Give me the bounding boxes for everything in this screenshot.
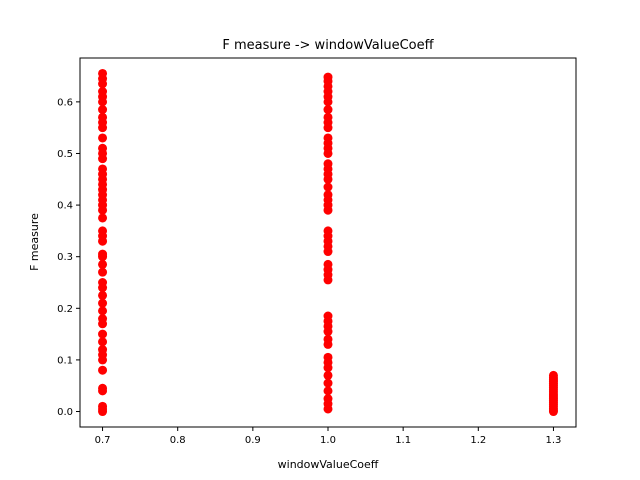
x-tick-label: 0.9 — [245, 435, 261, 446]
data-point — [323, 394, 333, 404]
y-tick-label: 0.2 — [57, 304, 73, 315]
data-point — [323, 133, 333, 143]
data-point — [323, 370, 333, 380]
data-point — [98, 278, 108, 287]
data-point — [98, 329, 108, 339]
data-point — [98, 133, 108, 143]
data-point — [323, 259, 333, 269]
x-tick-label: 0.7 — [95, 435, 111, 446]
data-point — [323, 112, 333, 122]
data-point — [323, 182, 333, 192]
data-point — [98, 267, 108, 277]
x-tick-label: 1.0 — [320, 435, 336, 446]
data-point — [98, 306, 108, 316]
data-point — [98, 68, 108, 78]
points-layer — [98, 68, 558, 417]
data-point — [98, 226, 108, 236]
data-point — [98, 314, 108, 324]
data-point — [98, 164, 108, 174]
data-point — [98, 213, 108, 223]
x-tick-label: 1.1 — [395, 435, 411, 446]
data-point — [323, 334, 333, 344]
data-point — [323, 352, 333, 362]
data-point — [323, 226, 333, 236]
data-point — [98, 401, 108, 411]
chart-title: F measure -> windowValueCoeff — [222, 38, 434, 53]
data-point — [98, 290, 108, 300]
data-point — [323, 311, 333, 321]
data-point — [323, 386, 333, 396]
data-point — [98, 249, 108, 259]
y-tick-label: 0.0 — [57, 407, 73, 418]
data-point — [98, 337, 108, 347]
data-point — [98, 345, 108, 355]
x-tick-label: 1.2 — [470, 435, 486, 446]
x-axis-label: windowValueCoeff — [278, 458, 379, 471]
y-axis-label: F measure — [28, 213, 41, 271]
y-tick-label: 0.5 — [57, 149, 73, 160]
y-tick-label: 0.4 — [57, 201, 73, 212]
data-point — [98, 259, 108, 269]
data-point — [98, 112, 108, 122]
y-tick-label: 0.1 — [57, 355, 73, 366]
data-point — [98, 365, 108, 375]
data-point — [323, 159, 333, 169]
x-axis: 0.7 0.8 0.9 1.0 1.1 1.2 1.3 — [95, 427, 562, 446]
y-tick-label: 0.3 — [57, 252, 73, 263]
data-point — [98, 298, 108, 308]
data-point — [323, 72, 333, 82]
y-axis: 0.0 0.1 0.2 0.3 0.4 0.5 0.6 — [57, 97, 80, 418]
data-point — [98, 105, 108, 115]
x-tick-label: 1.3 — [546, 435, 562, 446]
y-tick-label: 0.6 — [57, 97, 73, 108]
data-point — [323, 105, 333, 115]
data-point — [323, 378, 333, 388]
data-point — [98, 87, 108, 97]
data-point — [98, 143, 108, 153]
x-tick-label: 0.8 — [170, 435, 186, 446]
data-point — [98, 383, 108, 393]
data-point — [323, 190, 333, 200]
data-point — [548, 370, 558, 380]
